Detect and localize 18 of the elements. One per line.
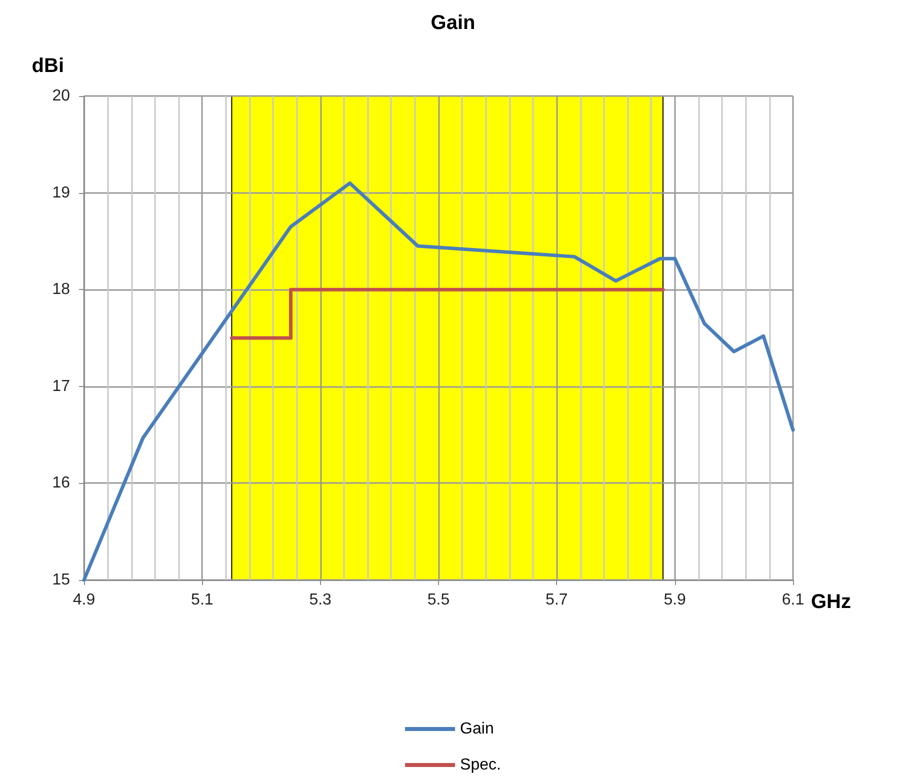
y-tick-label: 16 (52, 474, 70, 492)
x-tick-label: 5.7 (546, 592, 568, 608)
x-tick-label: 5.1 (191, 592, 214, 608)
x-tick-label: 6.1 (782, 592, 804, 608)
y-tick-label: 20 (52, 88, 70, 104)
y-axis-title: dBi (32, 55, 64, 77)
x-tick-label: 5.3 (309, 592, 332, 608)
x-tick-label: 5.5 (427, 592, 450, 608)
x-axis-title: GHz (811, 591, 851, 613)
chart-title: Gain (430, 12, 476, 34)
legend-label: Spec. (460, 756, 501, 774)
y-tick-label: 15 (52, 572, 70, 588)
y-tick-label: 17 (52, 378, 70, 395)
y-tick-label: 18 (52, 281, 70, 298)
x-tick-label: 5.9 (664, 592, 686, 608)
y-tick-label: 19 (52, 184, 70, 202)
legend-label: Gain (460, 720, 494, 738)
x-tick-label: 4.9 (72, 592, 96, 608)
